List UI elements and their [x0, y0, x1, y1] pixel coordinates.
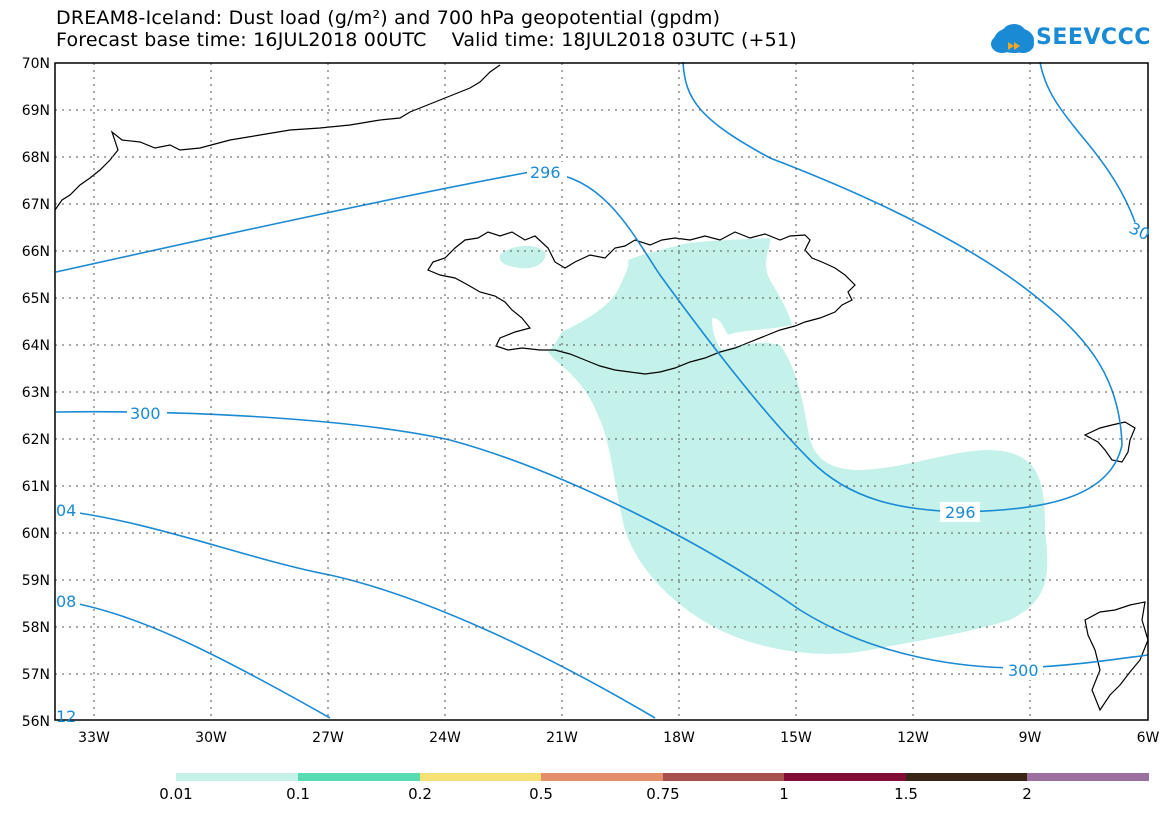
colorbar-segment	[541, 773, 663, 781]
lat-label: 67N	[22, 197, 50, 213]
lat-label: 65N	[22, 291, 50, 307]
map-subtitle: Forecast base time: 16JUL2018 00UTC Vali…	[56, 29, 797, 51]
seevccc-logo: SEEVCCC	[990, 20, 1150, 60]
lat-label: 63N	[22, 385, 50, 401]
lon-label: 30W	[195, 730, 227, 746]
lat-label: 59N	[22, 573, 50, 589]
lon-label: 24W	[429, 730, 461, 746]
lon-label: 12W	[897, 730, 929, 746]
contour-label: 04	[56, 501, 76, 520]
colorbar	[176, 773, 1149, 781]
lon-label: 33W	[78, 730, 110, 746]
lon-label: 6W	[1137, 730, 1160, 746]
latitude-labels: 70N 69N 68N 67N 66N 65N 64N 63N 62N 61N …	[22, 56, 50, 730]
colorbar-segment	[176, 773, 298, 781]
map-frame	[54, 62, 1149, 721]
contour-label: 296	[945, 503, 976, 522]
lat-label: 66N	[22, 244, 50, 260]
contour-label: 08	[56, 592, 76, 611]
colorbar-label: 0.01	[159, 785, 193, 803]
colorbar-label: 1	[779, 785, 789, 803]
contour-label-group: 296 300 04 08 12 296 300 30	[56, 162, 1153, 726]
lat-label: 56N	[22, 714, 50, 730]
lat-label: 62N	[22, 432, 50, 448]
colorbar-segment	[1027, 773, 1149, 781]
grid-lines	[55, 63, 1148, 720]
lon-label: 21W	[546, 730, 578, 746]
colorbar-label: 0.75	[646, 785, 680, 803]
colorbar-segment	[906, 773, 1027, 781]
cloud-icon	[991, 24, 1034, 53]
dust-region-west	[499, 245, 546, 269]
colorbar-label: 1.5	[894, 785, 918, 803]
lat-label: 57N	[22, 667, 50, 683]
lon-label: 27W	[312, 730, 344, 746]
colorbar-label: 2	[1022, 785, 1032, 803]
colorbar-label: 0.5	[529, 785, 553, 803]
logo-text: SEEVCCC	[1036, 25, 1151, 50]
contour-label: 30	[1126, 218, 1152, 244]
longitude-labels: 33W 30W 27W 24W 21W 18W 15W 12W 9W 6W	[78, 730, 1159, 746]
contour-label: 12	[56, 707, 76, 726]
colorbar-segment	[298, 773, 420, 781]
lat-label: 61N	[22, 479, 50, 495]
lat-label: 68N	[22, 150, 50, 166]
lat-label: 58N	[22, 620, 50, 636]
lon-label: 9W	[1019, 730, 1042, 746]
lon-label: 15W	[780, 730, 812, 746]
lat-label: 70N	[22, 56, 50, 72]
contour-label: 300	[1008, 661, 1039, 680]
lon-label: 18W	[663, 730, 695, 746]
lat-label: 69N	[22, 103, 50, 119]
contour-label: 296	[530, 163, 561, 182]
lat-label: 64N	[22, 338, 50, 354]
lat-label: 60N	[22, 526, 50, 542]
map-title: DREAM8-Iceland: Dust load (g/m²) and 700…	[56, 7, 721, 29]
colorbar-segment	[663, 773, 784, 781]
contour-label: 300	[130, 404, 161, 423]
colorbar-segment	[420, 773, 541, 781]
colorbar-label: 0.2	[408, 785, 432, 803]
colorbar-segment	[784, 773, 906, 781]
colorbar-label: 0.1	[286, 785, 310, 803]
dust-region	[548, 238, 1048, 654]
